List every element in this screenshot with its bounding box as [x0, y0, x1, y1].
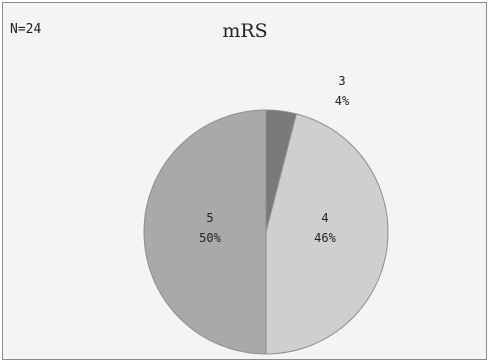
slice-percent-label-3: 4%: [335, 94, 350, 108]
slice-category-label-5: 5: [206, 211, 213, 225]
slice-percent-label-5: 50%: [199, 231, 221, 245]
pie-slice-4: [265, 113, 389, 355]
pie-slices: [143, 109, 389, 355]
chart-title: mRS: [222, 20, 268, 42]
slice-category-label-3: 3: [338, 74, 345, 88]
slice-percent-label-4: 46%: [314, 231, 336, 245]
pie-slice-5: [143, 109, 267, 355]
slice-category-label-4: 4: [321, 211, 328, 225]
pie-labels: 3 4% 4 46% 5 50%: [199, 74, 350, 245]
sample-size-label: N=24: [10, 22, 42, 37]
